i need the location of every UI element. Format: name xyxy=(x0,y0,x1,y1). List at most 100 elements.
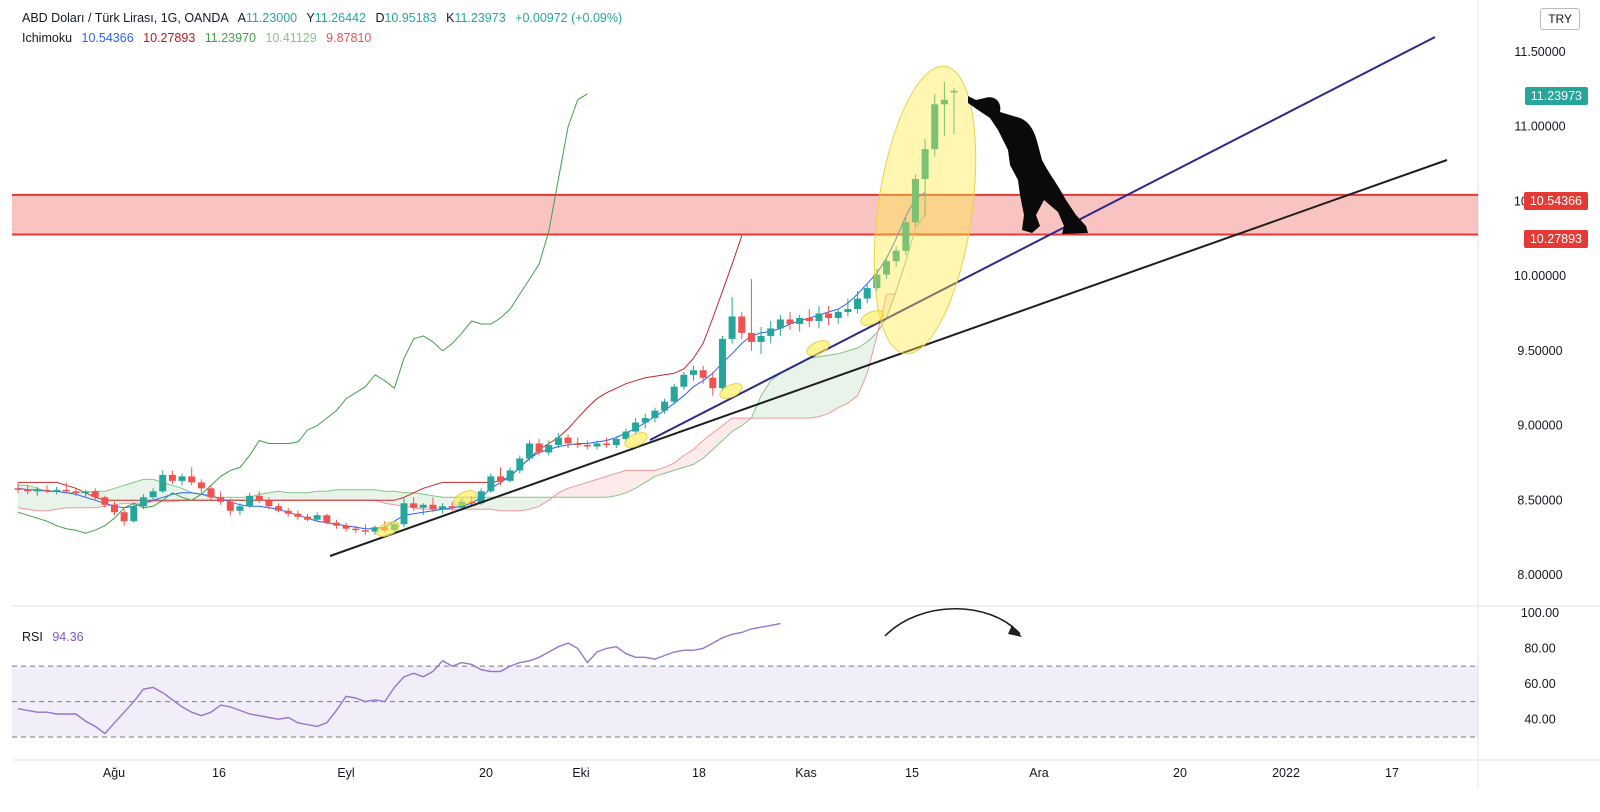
cloud-segment xyxy=(201,494,211,501)
cloud-segment xyxy=(828,353,839,414)
candle-body xyxy=(188,476,196,483)
candle-body xyxy=(130,506,138,522)
candle-body xyxy=(342,525,350,529)
candle-body xyxy=(487,476,495,492)
candle-body xyxy=(641,418,649,423)
time-tick-label: 2022 xyxy=(1272,766,1300,780)
cloud-segment xyxy=(587,479,597,498)
candle-body xyxy=(410,503,418,508)
candle-body xyxy=(632,422,640,432)
candle-body xyxy=(863,288,871,299)
candle-body xyxy=(940,99,948,105)
ichimoku-span-b-value: 9.87810 xyxy=(326,31,372,45)
cloud-segment xyxy=(307,491,318,501)
tenkan-price-badge: 10.54366 xyxy=(1523,192,1588,210)
candle-body xyxy=(178,476,186,481)
highlight-ellipse xyxy=(873,65,977,355)
candle-body xyxy=(294,513,302,517)
time-tick-label: Kas xyxy=(795,766,817,780)
cloud-segment xyxy=(278,491,289,501)
candle-body xyxy=(400,503,408,525)
candle-body xyxy=(226,501,234,511)
candle-body xyxy=(139,497,147,507)
cloud-segment xyxy=(46,491,57,511)
candle-body xyxy=(111,504,118,513)
cloud-segment xyxy=(770,373,781,419)
cloud-segment xyxy=(326,489,337,501)
candle-body xyxy=(844,309,852,313)
candle-body xyxy=(168,474,176,481)
symbol-name: ABD Doları / Türk Lirası, 1G, OANDA xyxy=(22,11,229,25)
touch-highlight xyxy=(860,310,884,326)
candle-body xyxy=(439,506,447,510)
cloud-segment xyxy=(529,497,540,510)
candle-body xyxy=(738,316,746,333)
candle-body xyxy=(361,530,369,532)
candle-body xyxy=(91,491,99,498)
open-label: A xyxy=(237,11,246,25)
cloud-segment xyxy=(732,418,742,432)
cloud-segment xyxy=(761,380,771,419)
grid xyxy=(12,0,1600,788)
candle-body xyxy=(72,491,80,493)
cloud-segment xyxy=(288,492,298,501)
candle-body xyxy=(834,312,842,318)
candle-body xyxy=(709,377,717,389)
candle-body xyxy=(371,527,379,532)
ichimoku-label: Ichimoku xyxy=(22,31,73,45)
candle-body xyxy=(931,104,939,150)
candle-body xyxy=(419,504,427,508)
candle-body xyxy=(352,528,360,531)
time-tick-label: 16 xyxy=(212,766,226,780)
cloud-segment xyxy=(355,489,366,501)
rsi-legend[interactable]: RSI 94.36 xyxy=(22,630,90,644)
candle-body xyxy=(197,482,205,489)
candle-body xyxy=(149,491,157,498)
rsi-tick-label: 60.00 xyxy=(1524,677,1555,691)
candle-body xyxy=(304,516,311,520)
touch-highlight xyxy=(453,490,477,506)
cloud-segment xyxy=(510,497,520,511)
candle-body xyxy=(854,298,862,310)
cloud-segment xyxy=(577,482,588,498)
cloud-segment xyxy=(365,489,376,501)
cloud-segment xyxy=(56,491,67,510)
currency-button[interactable]: TRY xyxy=(1540,8,1580,30)
rsi-value: 94.36 xyxy=(52,630,84,644)
candles xyxy=(14,81,958,535)
candle-body xyxy=(468,501,476,504)
candle-body xyxy=(718,338,726,389)
ichimoku-tenkan-value: 10.54366 xyxy=(81,31,134,45)
candle-body xyxy=(690,370,697,375)
candle-body xyxy=(747,332,755,342)
candle-body xyxy=(670,386,678,402)
time-tick-label: Eki xyxy=(572,766,589,780)
ichimoku-span-a-value: 10.41129 xyxy=(265,31,317,45)
candle-body xyxy=(53,489,61,492)
touch-highlight xyxy=(719,383,743,399)
candle-body xyxy=(805,317,813,321)
candle-body xyxy=(82,491,90,493)
candle-body xyxy=(892,250,900,262)
time-tick-label: Ağu xyxy=(103,766,125,780)
price-tick-label: 8.00000 xyxy=(1517,568,1562,582)
cloud-segment xyxy=(66,492,76,508)
rsi-tick-label: 100.00 xyxy=(1521,606,1559,620)
candle-body xyxy=(265,500,273,507)
touch-highlight xyxy=(806,340,830,356)
candle-body xyxy=(651,410,659,419)
candle-body xyxy=(535,443,543,453)
candle-body xyxy=(516,458,524,471)
candle-body xyxy=(332,522,340,526)
candle-body xyxy=(622,431,630,440)
candle-body xyxy=(525,443,533,459)
rsi-label: RSI xyxy=(22,630,43,644)
ichimoku-legend[interactable]: Ichimoku 10.54366 10.27893 11.23970 10.4… xyxy=(22,31,377,45)
cloud-segment xyxy=(683,449,694,468)
candle-body xyxy=(429,504,437,510)
candle-body xyxy=(728,316,736,339)
trendline-support xyxy=(329,159,1448,557)
cloud-segment xyxy=(838,350,848,408)
candle-body xyxy=(911,179,919,223)
